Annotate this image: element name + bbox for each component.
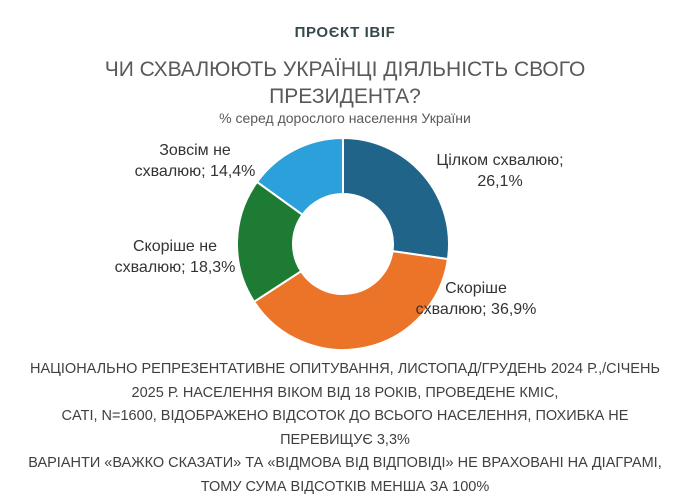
donut-slice-1 — [252, 249, 450, 351]
footer-note-line: ВАРІАНТИ «ВАЖКО СКАЗАТИ» ТА «ВІДМОВА ВІД… — [28, 455, 662, 471]
pie-label-line: Зовсім не — [159, 142, 231, 159]
footer-note-line: ПЕРЕВИЩУЄ 3,3% — [280, 431, 410, 448]
pie-label-line: схвалюю; 14,4% — [134, 163, 256, 180]
donut-chart — [236, 136, 450, 351]
donut-slice-0 — [342, 136, 450, 261]
footer-note-line: 2025 Р. НАСЕЛЕННЯ ВІКОМ ВІД 18 РОКІВ, ПР… — [131, 384, 559, 401]
pie-label-line: Цілком схвалюю; — [436, 152, 564, 169]
footer-note-line: CATI, N=1600, ВІДОБРАЖЕНО ВІДСОТОК ДО ВС… — [61, 408, 629, 424]
pie-label-line: 26,1% — [477, 173, 523, 190]
pie-label-zovsim-ne-skhvaliuiu: Зовсім не схвалюю; 14,4% — [95, 140, 295, 182]
chart-title: ЧИ СХВАЛЮЮТЬ УКРАЇНЦІ ДІЯЛЬНІСТЬ СВОГО П… — [104, 58, 586, 108]
pie-label-line: схвалюю; 18,3% — [114, 259, 236, 276]
survey-methodology-notes: НАЦІОНАЛЬНО РЕПРЕЗЕНТАТИВНЕ ОПИТУВАННЯ, … — [0, 358, 690, 499]
pie-label-tsilkom-skhvaliuiu: Цілком схвалюю; 26,1% — [400, 150, 600, 192]
pie-label-skorishe-skhvaliuiu: Скоріше схвалюю; 36,9% — [376, 278, 576, 320]
pie-label-line: Скоріше — [445, 280, 507, 297]
pie-label-skorishe-ne-skhvaliuiu: Скоріше не схвалюю; 18,3% — [75, 236, 275, 278]
pie-label-line: Скоріше не — [133, 238, 217, 255]
footer-note-line: НАЦІОНАЛЬНО РЕПРЕЗЕНТАТИВНЕ ОПИТУВАННЯ, … — [30, 361, 660, 377]
footer-note-line: ТОМУ СУМА ВІДСОТКІВ МЕНША ЗА 100% — [200, 478, 490, 495]
project-header-label: ПРОЄКТ IBIF — [294, 24, 396, 41]
donut-slice-3 — [255, 136, 344, 217]
pie-label-line: схвалюю; 36,9% — [415, 301, 537, 318]
chart-subtitle: % серед дорослого населення України — [219, 110, 471, 126]
